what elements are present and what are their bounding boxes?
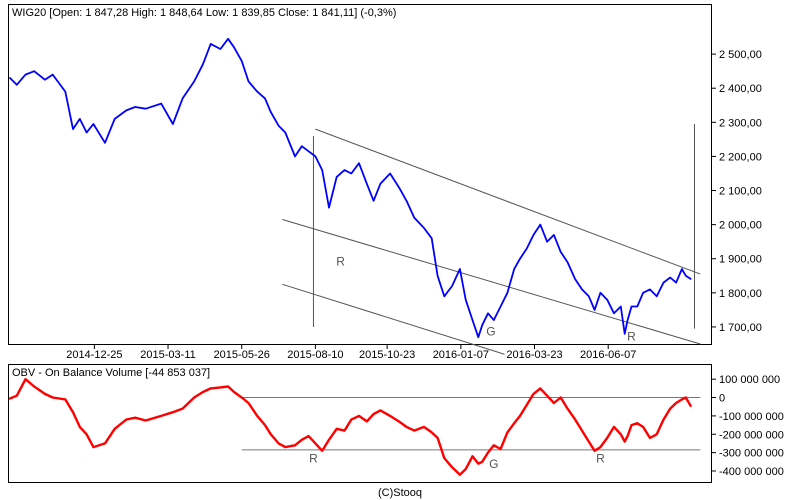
price-label-r: R (627, 330, 636, 344)
price-y-axis-tick-label: 2 100,00 (719, 186, 762, 198)
obv-y-axis: 100 000 000 0 -100 000 000 -200 000 000 -300… (711, 374, 784, 478)
x-axis-tick-label: 2015-10-23 (359, 349, 415, 361)
price-trendline (282, 219, 701, 345)
obv-y-axis-tick-label: -400 000 000 (719, 466, 784, 478)
price-series-layer (9, 37, 692, 339)
price-y-axis-tick-label: 2 000,00 (719, 220, 762, 232)
price-y-axis-tick-label: 2 300,00 (719, 117, 762, 129)
price-panel-header: WIG20 [Open: 1 847,28 High: 1 848,64 Low… (12, 7, 396, 19)
x-axis-tick-label: 2014-12-25 (66, 349, 122, 361)
price-annotations: R G R (282, 124, 701, 355)
obv-label-r: R (596, 452, 605, 466)
price-y-axis-tick-label: 1 800,00 (719, 288, 762, 300)
x-axis-tick-label: 2016-01-07 (433, 349, 489, 361)
obv-label-r: R (309, 452, 318, 466)
x-axis-tick-label: 2015-05-26 (214, 349, 270, 361)
obv-series-line (8, 378, 692, 476)
x-axis-tick-label: 2015-03-11 (140, 349, 195, 361)
obv-y-axis-tick-label: 0 (719, 393, 725, 405)
obv-panel-frame (8, 364, 712, 483)
x-axis-tick-label: 2015-08-10 (287, 349, 343, 361)
obv-y-axis-tick-label: -100 000 000 (719, 411, 784, 423)
price-trendline (315, 128, 701, 275)
price-label-r: R (336, 255, 345, 269)
price-y-axis: 1 700,00 1 800,00 1 900,00 2 000,00 2 100,00… (711, 49, 762, 334)
obv-series-layer (8, 378, 692, 476)
price-y-axis-tick-label: 2 400,00 (719, 83, 762, 95)
x-axis-tick-label: 2016-06-07 (580, 349, 636, 361)
price-y-axis-tick-label: 1 900,00 (719, 254, 762, 266)
price-y-axis-tick-label: 2 500,00 (719, 49, 762, 61)
price-trendline (282, 283, 505, 355)
price-series-line (9, 37, 692, 339)
obv-label-g: G (489, 457, 498, 471)
price-y-axis-tick-label: 1 700,00 (719, 322, 762, 334)
price-y-axis-tick-label: 2 200,00 (719, 151, 762, 163)
footer-credit: (C)Stooq (378, 487, 422, 499)
obv-panel-header: OBV - On Balance Volume [-44 853 037] (12, 367, 210, 379)
obv-y-axis-tick-label: 100 000 000 (719, 374, 780, 386)
date-x-axis: 2014-12-25 2015-03-11 2015-05-26 2015-08-10… (66, 344, 636, 361)
x-axis-tick-label: 2016-03-23 (506, 349, 562, 361)
price-label-g: G (486, 324, 495, 338)
obv-y-axis-tick-label: -300 000 000 (719, 448, 784, 460)
price-panel-frame (8, 4, 712, 345)
obv-y-axis-tick-label: -200 000 000 (719, 429, 784, 441)
